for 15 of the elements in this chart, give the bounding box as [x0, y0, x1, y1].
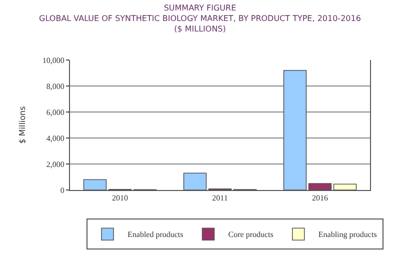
y-axis-title: $ Millions [18, 106, 28, 144]
chart-title: SUMMARY FIGURE [164, 3, 236, 12]
y-tick-label: 4,000 [46, 134, 64, 143]
legend-label: Core products [228, 230, 274, 240]
chart-subtitle: GLOBAL VALUE OF SYNTHETIC BIOLOGY MARKET, BY PRODUCT TYPE, 2010-2016 ($ MILLIONS) [39, 14, 361, 34]
y-tick-label: 0 [60, 186, 64, 195]
y-tick-label: 10,000 [42, 56, 64, 65]
legend-label: Enabled products [128, 230, 184, 240]
x-tick-label: 2016 [312, 194, 328, 203]
legend-label: Enabling products [318, 230, 377, 240]
x-tick-label: 2011 [212, 194, 228, 203]
y-tick-label: 8,000 [46, 82, 64, 91]
y-tick-label: 2,000 [46, 160, 64, 169]
x-tick-label: 2010 [112, 194, 128, 203]
y-tick-label: 6,000 [46, 108, 64, 117]
